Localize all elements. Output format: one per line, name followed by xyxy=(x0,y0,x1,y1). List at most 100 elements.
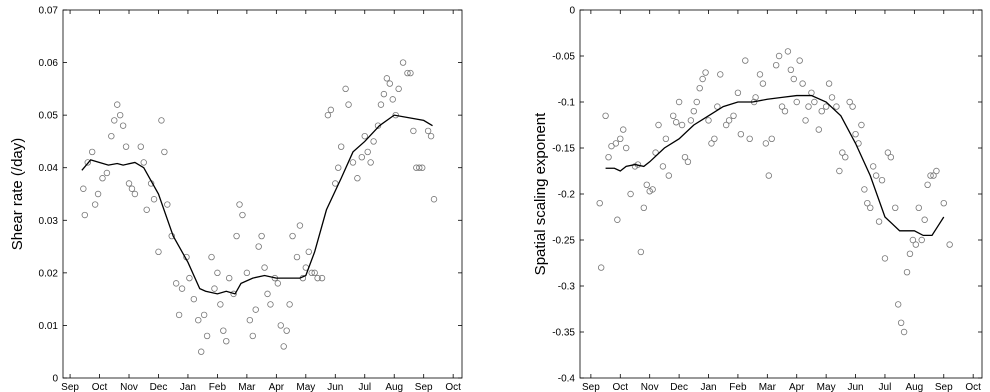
data-point xyxy=(137,143,144,150)
data-point xyxy=(211,285,218,292)
data-point xyxy=(887,153,895,161)
data-point xyxy=(114,101,121,108)
data-point xyxy=(342,85,349,93)
data-point xyxy=(933,167,940,175)
data-point xyxy=(128,185,136,192)
data-point xyxy=(781,107,789,115)
data-point xyxy=(921,216,928,223)
data-point xyxy=(818,107,825,115)
data-point xyxy=(349,159,357,166)
data-point xyxy=(143,206,150,213)
data-point xyxy=(399,59,407,66)
data-point xyxy=(762,140,770,147)
data-point xyxy=(849,103,856,110)
data-point xyxy=(705,117,712,124)
x-tick-label: Nov xyxy=(641,382,659,392)
data-point xyxy=(264,290,271,298)
data-point xyxy=(377,101,385,108)
data-point xyxy=(236,201,243,208)
x-tick-label: Sep xyxy=(935,382,953,392)
x-tick-label: Mar xyxy=(759,382,777,392)
data-point xyxy=(308,269,315,277)
data-point xyxy=(897,319,905,326)
data-point xyxy=(354,175,361,182)
data-point xyxy=(759,80,767,87)
x-tick-label: Oct xyxy=(445,382,461,392)
y-tick-label: -0.35 xyxy=(552,328,575,339)
data-point xyxy=(155,248,162,256)
x-tick-label: Jun xyxy=(847,382,863,392)
data-point xyxy=(103,169,111,177)
data-point xyxy=(277,322,284,329)
data-point xyxy=(620,126,627,133)
data-point xyxy=(872,172,880,179)
data-point xyxy=(293,253,301,261)
data-point xyxy=(286,301,293,308)
x-tick-label: Jun xyxy=(327,382,343,392)
data-point xyxy=(200,311,208,319)
data-point xyxy=(784,48,792,55)
data-point xyxy=(909,236,917,244)
data-point xyxy=(416,164,423,171)
data-point xyxy=(161,148,168,156)
data-point xyxy=(787,66,795,73)
data-point xyxy=(361,132,368,140)
data-point xyxy=(198,348,205,355)
x-tick-label: May xyxy=(817,382,836,392)
x-tick-label: Dec xyxy=(670,382,688,392)
data-point xyxy=(214,269,221,277)
y-tick-label: 0.04 xyxy=(39,163,59,174)
data-point xyxy=(605,153,612,161)
data-point xyxy=(842,153,849,161)
data-point xyxy=(714,103,721,110)
data-point xyxy=(649,186,656,193)
data-point xyxy=(900,328,908,336)
data-point xyxy=(267,301,274,308)
data-point xyxy=(884,149,892,156)
data-point xyxy=(389,96,396,103)
data-point xyxy=(217,301,224,308)
data-point xyxy=(125,180,133,187)
data-point xyxy=(811,98,818,106)
data-point xyxy=(903,269,911,276)
data-point xyxy=(659,163,667,170)
data-point xyxy=(875,218,883,225)
data-point xyxy=(404,69,411,77)
data-point xyxy=(622,144,630,152)
data-point xyxy=(116,111,124,119)
data-point xyxy=(678,121,686,129)
data-point xyxy=(190,295,198,303)
data-point xyxy=(640,204,648,211)
data-point xyxy=(289,232,296,240)
data-point xyxy=(311,269,318,277)
data-point xyxy=(246,316,254,324)
y-tick-label: -0.3 xyxy=(558,282,576,293)
data-point xyxy=(274,280,282,287)
data-point xyxy=(693,98,700,106)
data-point xyxy=(81,211,89,219)
data-point xyxy=(172,280,180,287)
data-point xyxy=(614,216,621,223)
data-point xyxy=(711,135,718,142)
data-point xyxy=(765,172,772,179)
data-point xyxy=(383,75,391,82)
x-tick-label: Apr xyxy=(269,382,285,392)
data-point xyxy=(374,122,382,129)
data-point xyxy=(878,176,886,184)
data-point xyxy=(790,75,797,83)
data-point xyxy=(822,103,830,110)
y-tick-label: 0.01 xyxy=(39,321,59,332)
data-point xyxy=(717,71,724,78)
data-point xyxy=(175,311,183,319)
data-point xyxy=(836,167,843,175)
y-tick-label: 0.03 xyxy=(39,216,59,227)
data-point xyxy=(655,121,662,129)
data-point xyxy=(802,117,809,124)
data-point xyxy=(94,190,102,198)
data-point xyxy=(687,117,695,124)
data-point xyxy=(358,153,366,161)
x-tick-label: Dec xyxy=(150,382,168,392)
data-point xyxy=(690,107,698,115)
smoothed-line xyxy=(605,94,945,237)
data-point xyxy=(858,121,865,129)
